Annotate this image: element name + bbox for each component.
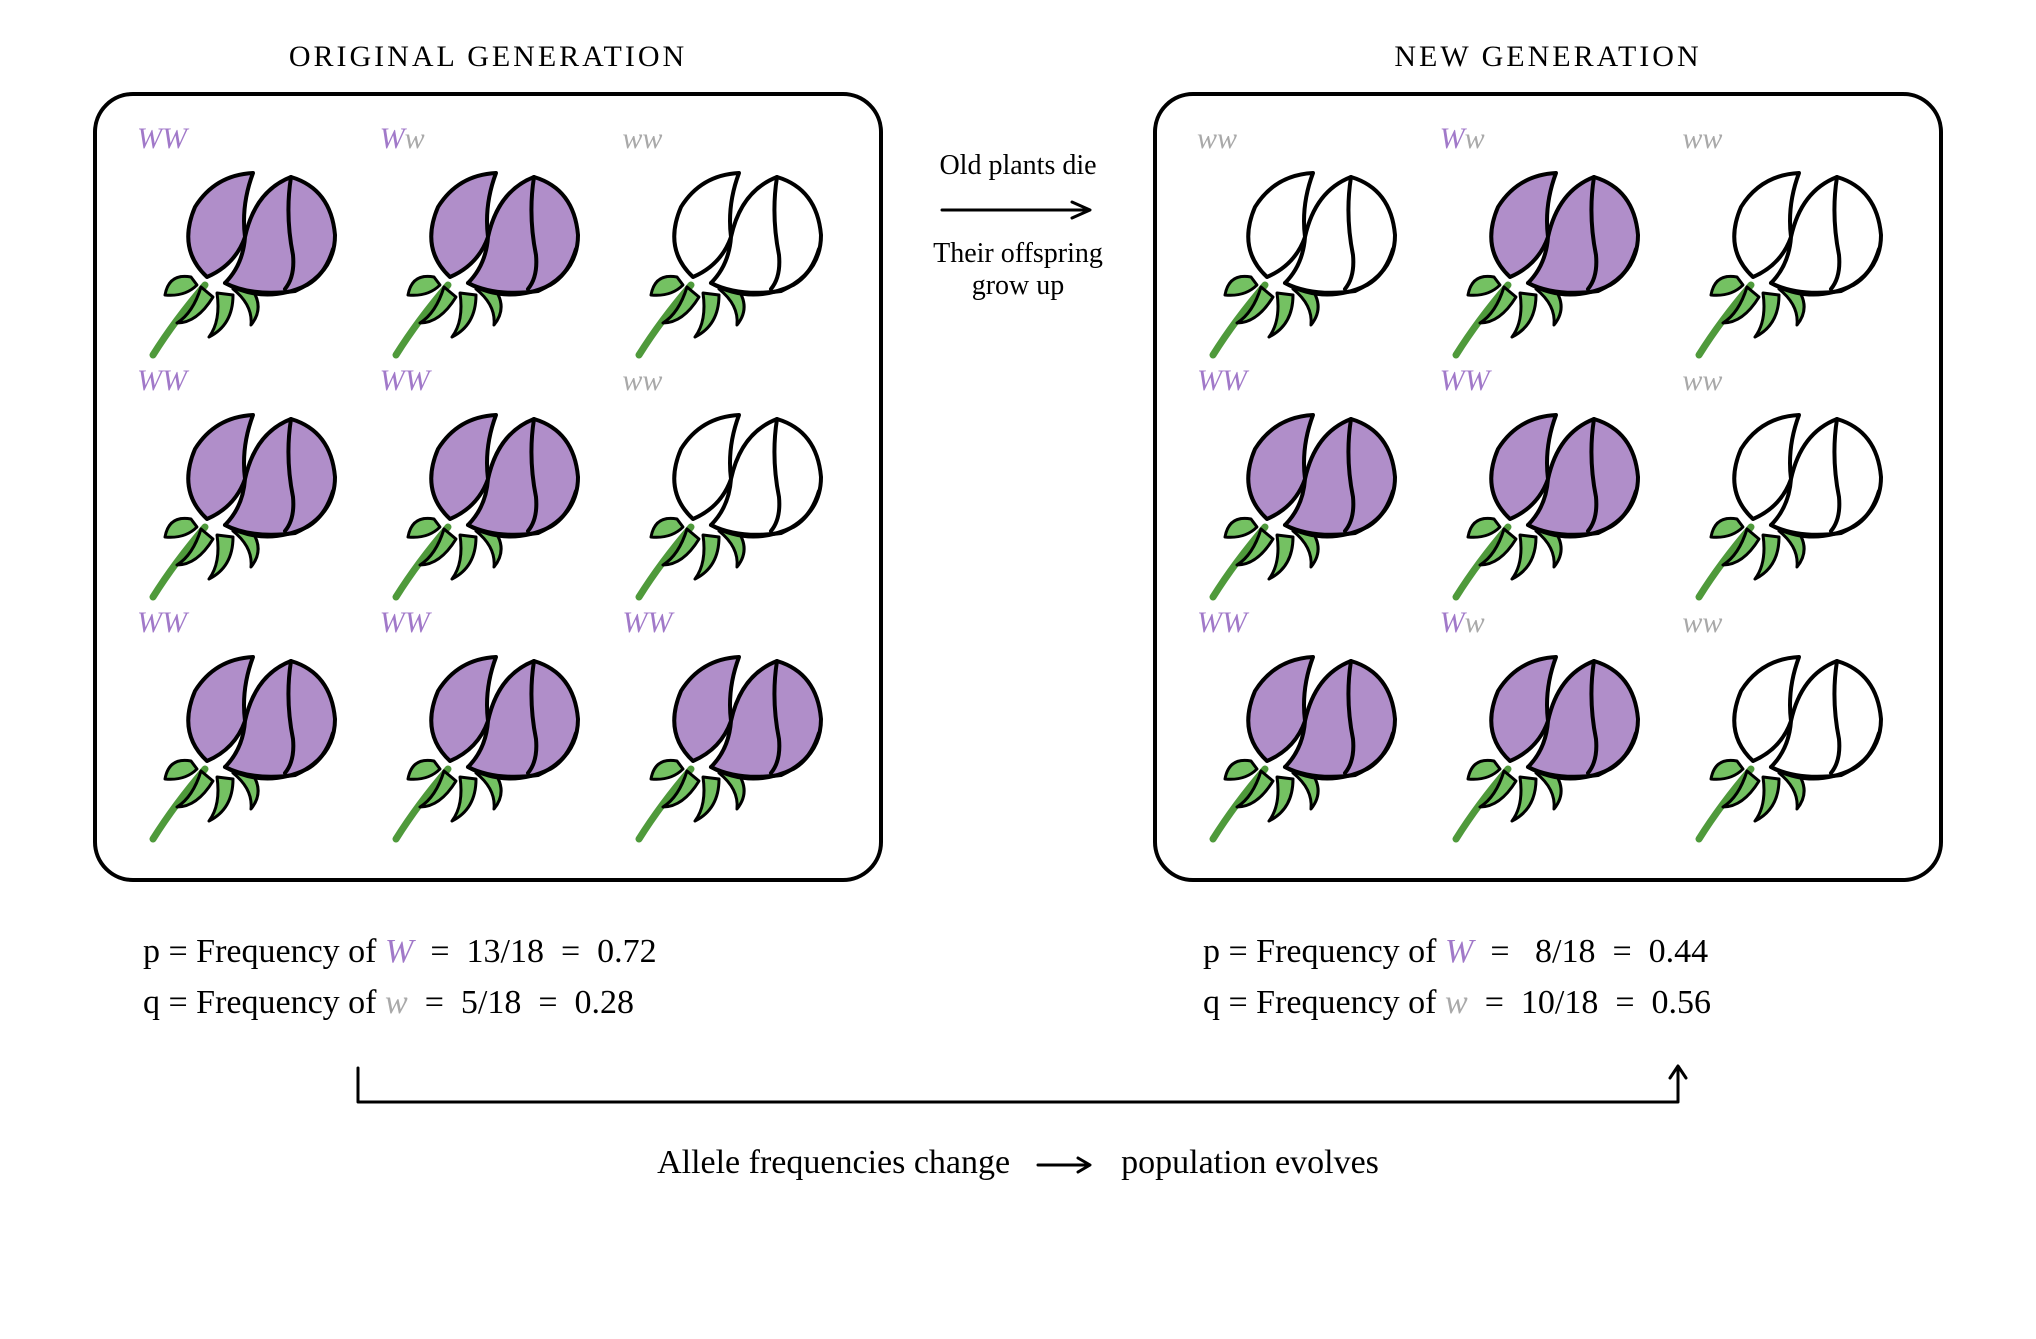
q-decimal: 0.56 [1652, 984, 1712, 1021]
q-line-left: q = Frequency of w = 5/18 = 0.28 [143, 977, 657, 1028]
genotype-label: WW [137, 122, 187, 156]
flower-cell: WW [131, 126, 360, 360]
flower-cell: Ww [1434, 126, 1663, 360]
genotype-label: Ww [1440, 122, 1485, 156]
genotype-label: WW [380, 606, 430, 640]
flower-cell: WW [1191, 368, 1420, 602]
genotype-label: ww [1682, 606, 1722, 640]
flower-cell: Ww [1434, 610, 1663, 844]
q-decimal: 0.28 [575, 984, 635, 1021]
flower-cell: ww [1676, 368, 1905, 602]
genotype-label: WW [380, 364, 430, 398]
connector-bracket-icon [298, 1064, 1738, 1134]
new-generation-panel: ww Ww ww [1153, 92, 1943, 882]
genotype-label: WW [622, 606, 672, 640]
p-allele: W [1445, 933, 1473, 970]
new-frequencies: p = Frequency of W = 8/18 = 0.44 q = Fre… [1153, 926, 1711, 1028]
conclusion-right: population evolves [1121, 1144, 1379, 1181]
genotype-label: ww [1197, 122, 1237, 156]
conclusion-left: Allele frequencies change [657, 1144, 1010, 1181]
new-title: NEW GENERATION [1394, 40, 1701, 74]
original-frequencies: p = Frequency of W = 13/18 = 0.72 q = Fr… [93, 926, 657, 1028]
new-generation-column: NEW GENERATION ww Ww ww [1153, 40, 1943, 1028]
genotype-label: ww [622, 122, 662, 156]
old-plants-die-text: Old plants die [939, 150, 1096, 182]
genotype-label: Ww [1440, 606, 1485, 640]
p-line-right: p = Frequency of W = 8/18 = 0.44 [1203, 926, 1711, 977]
conclusion-row: Allele frequencies change population evo… [40, 1064, 1996, 1182]
flower-cell: ww [616, 368, 845, 602]
q-allele: w [385, 984, 408, 1021]
genotype-label: WW [1197, 606, 1247, 640]
flower-cell: WW [616, 610, 845, 844]
conclusion-text: Allele frequencies change population evo… [657, 1144, 1379, 1182]
flower-cell: ww [1191, 126, 1420, 360]
flower-cell: ww [616, 126, 845, 360]
flower-cell: WW [374, 368, 603, 602]
flower-cell: Ww [374, 126, 603, 360]
original-generation-panel: WW Ww ww [93, 92, 883, 882]
flower-cell: WW [131, 610, 360, 844]
arrow-right-icon [1036, 1156, 1096, 1174]
p-decimal: 0.44 [1649, 933, 1709, 970]
genotype-label: WW [1197, 364, 1247, 398]
flower-cell: WW [1434, 368, 1663, 602]
p-label: p = Frequency of [1203, 933, 1437, 970]
q-label: q = Frequency of [1203, 984, 1437, 1021]
p-fraction: 13/18 [467, 933, 544, 970]
generations-row: ORIGINAL GENERATION WW Ww ww [40, 40, 1996, 1028]
q-fraction: 10/18 [1521, 984, 1598, 1021]
genotype-label: WW [1440, 364, 1490, 398]
p-allele: W [385, 933, 413, 970]
q-line-right: q = Frequency of w = 10/18 = 0.56 [1203, 977, 1711, 1028]
flower-cell: ww [1676, 610, 1905, 844]
genotype-label: ww [622, 364, 662, 398]
q-allele: w [1445, 984, 1468, 1021]
original-generation-column: ORIGINAL GENERATION WW Ww ww [93, 40, 883, 1028]
q-label: q = Frequency of [143, 984, 377, 1021]
p-decimal: 0.72 [597, 933, 657, 970]
flower-cell: WW [1191, 610, 1420, 844]
genotype-label: Ww [380, 122, 425, 156]
diagram-root: ORIGINAL GENERATION WW Ww ww [40, 40, 1996, 1182]
genotype-label: WW [137, 364, 187, 398]
flower-cell: WW [374, 610, 603, 844]
genotype-label: WW [137, 606, 187, 640]
flower-cell: WW [131, 368, 360, 602]
p-fraction: 8/18 [1535, 933, 1595, 970]
genotype-label: ww [1682, 364, 1722, 398]
flower-cell: ww [1676, 126, 1905, 360]
q-fraction: 5/18 [461, 984, 521, 1021]
offspring-grow-text: Their offspring grow up [903, 238, 1133, 302]
p-label: p = Frequency of [143, 933, 377, 970]
p-line-left: p = Frequency of W = 13/18 = 0.72 [143, 926, 657, 977]
original-title: ORIGINAL GENERATION [289, 40, 687, 74]
transition-column: Old plants die Their offspring grow up [903, 150, 1133, 303]
genotype-label: ww [1682, 122, 1722, 156]
arrow-right-icon [938, 200, 1098, 220]
